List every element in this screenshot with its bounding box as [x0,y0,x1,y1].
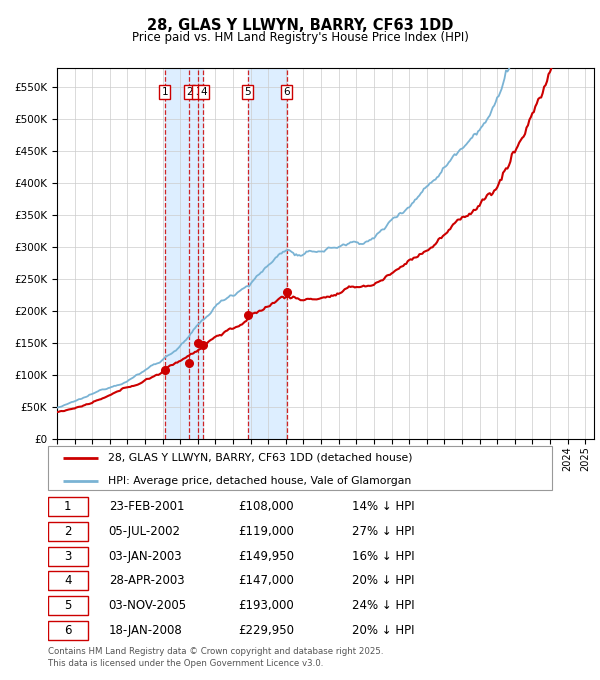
Text: 28, GLAS Y LLWYN, BARRY, CF63 1DD (detached house): 28, GLAS Y LLWYN, BARRY, CF63 1DD (detac… [109,453,413,462]
FancyBboxPatch shape [48,522,88,541]
Text: £119,000: £119,000 [238,525,294,538]
FancyBboxPatch shape [48,497,88,516]
Text: 5: 5 [245,87,251,97]
Text: 3: 3 [195,87,202,97]
Text: 28-APR-2003: 28-APR-2003 [109,575,184,588]
Text: 6: 6 [64,624,71,636]
FancyBboxPatch shape [48,445,552,490]
Text: 28, GLAS Y LLWYN, BARRY, CF63 1DD: 28, GLAS Y LLWYN, BARRY, CF63 1DD [147,18,453,33]
Text: 03-JAN-2003: 03-JAN-2003 [109,549,182,562]
Text: £149,950: £149,950 [238,549,294,562]
Text: 4: 4 [64,575,71,588]
Text: £229,950: £229,950 [238,624,294,636]
Bar [165,68,203,439]
FancyBboxPatch shape [48,571,88,590]
FancyBboxPatch shape [48,547,88,566]
Text: 16% ↓ HPI: 16% ↓ HPI [352,549,414,562]
Text: Price paid vs. HM Land Registry's House Price Index (HPI): Price paid vs. HM Land Registry's House … [131,31,469,44]
Bar [248,68,287,439]
Text: 2: 2 [64,525,71,538]
Text: 27% ↓ HPI: 27% ↓ HPI [352,525,414,538]
Text: 03-NOV-2005: 03-NOV-2005 [109,599,187,612]
Text: 5: 5 [64,599,71,612]
Text: 23-FEB-2001: 23-FEB-2001 [109,500,184,513]
Text: 1: 1 [161,87,168,97]
Text: 1: 1 [64,500,71,513]
Text: 3: 3 [64,549,71,562]
Text: 20% ↓ HPI: 20% ↓ HPI [352,624,414,636]
Text: 24% ↓ HPI: 24% ↓ HPI [352,599,414,612]
Text: 18-JAN-2008: 18-JAN-2008 [109,624,182,636]
Text: Contains HM Land Registry data © Crown copyright and database right 2025.
This d: Contains HM Land Registry data © Crown c… [48,647,383,668]
Text: HPI: Average price, detached house, Vale of Glamorgan: HPI: Average price, detached house, Vale… [109,476,412,486]
Text: 6: 6 [283,87,290,97]
Text: 20% ↓ HPI: 20% ↓ HPI [352,575,414,588]
Text: 4: 4 [200,87,207,97]
Text: £108,000: £108,000 [238,500,294,513]
Text: £147,000: £147,000 [238,575,294,588]
Text: 2: 2 [186,87,193,97]
Text: 14% ↓ HPI: 14% ↓ HPI [352,500,414,513]
FancyBboxPatch shape [48,596,88,615]
Text: £193,000: £193,000 [238,599,294,612]
FancyBboxPatch shape [48,621,88,640]
Text: 05-JUL-2002: 05-JUL-2002 [109,525,181,538]
